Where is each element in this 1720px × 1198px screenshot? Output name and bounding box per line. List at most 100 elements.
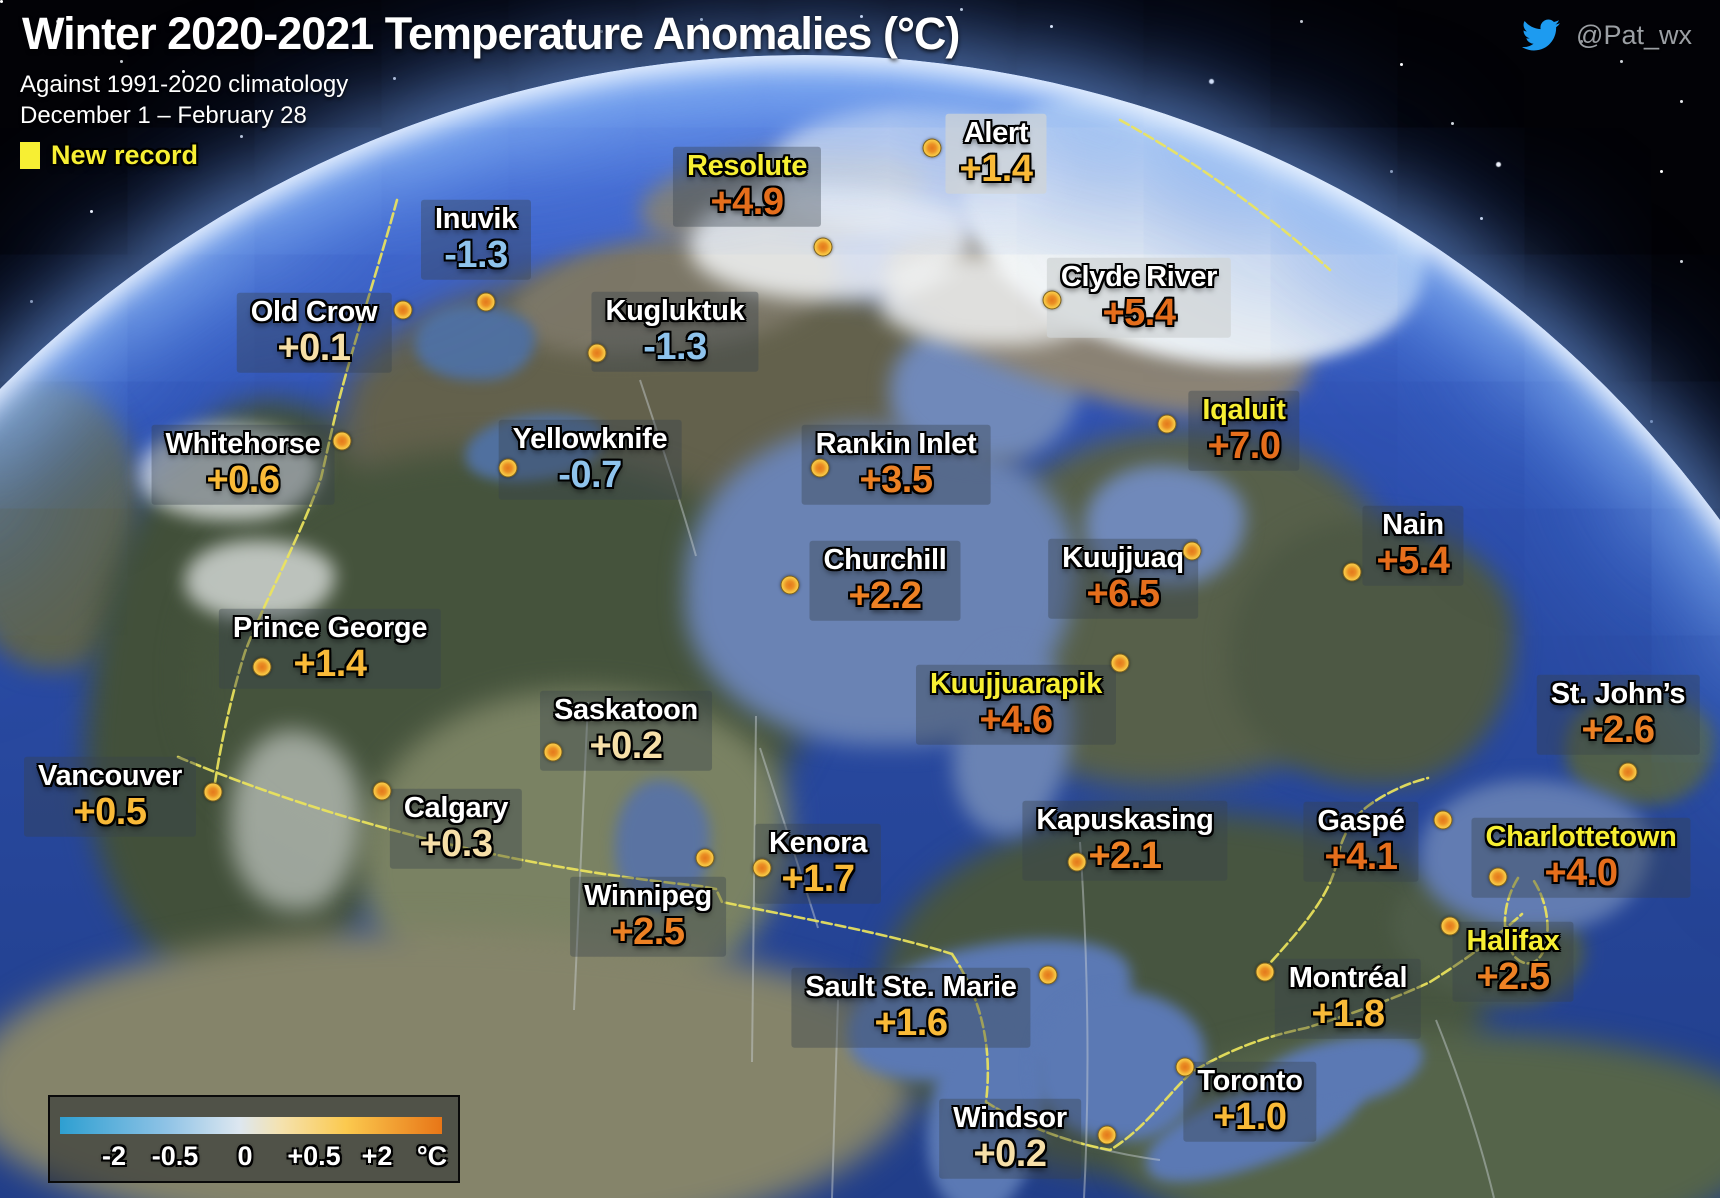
city-dot xyxy=(1175,1057,1195,1077)
city-name: Alert xyxy=(963,116,1029,149)
city-anomaly-value: +5.4 xyxy=(1376,540,1450,583)
twitter-handle: @Pat_wx xyxy=(1576,19,1692,50)
city-label: Montréal +1.8 xyxy=(1274,958,1422,1040)
city-anomaly-value: +0.3 xyxy=(419,823,493,866)
city-dot xyxy=(1042,290,1062,310)
city-dot xyxy=(1440,916,1460,936)
city-name: Kapuskasing xyxy=(1036,803,1214,836)
city-anomaly-value: +0.5 xyxy=(73,791,147,834)
city-label: St. John’s +2.6 xyxy=(1536,674,1700,756)
city-dot xyxy=(1110,653,1130,673)
city-anomaly-value: +3.5 xyxy=(859,459,933,502)
city-name: Inuvik xyxy=(435,202,517,235)
earth-globe xyxy=(0,55,1720,1198)
colorbar-tick: +0.5 xyxy=(287,1141,341,1171)
city-dot xyxy=(810,458,830,478)
city-name: Kenora xyxy=(768,826,868,859)
city-label: Old Crow +0.1 xyxy=(236,292,392,374)
city-anomaly-value: +2.5 xyxy=(611,911,685,954)
city-anomaly-value: +5.4 xyxy=(1102,292,1176,335)
city-anomaly-value: +4.0 xyxy=(1544,852,1618,895)
gulf-of-st-lawrence xyxy=(1420,780,1650,930)
city-anomaly-value: +2.6 xyxy=(1581,709,1655,752)
city-name: Prince George xyxy=(232,611,428,644)
city-dot xyxy=(1097,1125,1117,1145)
city-dot xyxy=(1433,810,1453,830)
city-label: Saskatoon +0.2 xyxy=(540,690,712,772)
city-label: Resolute +4.9 xyxy=(672,146,822,228)
city-name: Yellowknife xyxy=(512,422,668,455)
city-label: Nain +5.4 xyxy=(1362,505,1464,587)
city-dot xyxy=(1157,414,1177,434)
city-name: Churchill xyxy=(823,543,947,576)
city-anomaly-value: +7.0 xyxy=(1207,425,1281,468)
city-label: Winnipeg +2.5 xyxy=(570,876,726,958)
city-name: Windsor xyxy=(953,1101,1067,1134)
city-dot xyxy=(752,858,772,878)
city-label: Iqaluit +7.0 xyxy=(1188,390,1300,472)
city-label: Yellowknife -0.7 xyxy=(498,419,682,501)
city-label: Halifax +2.5 xyxy=(1452,921,1574,1003)
city-anomaly-value: +1.4 xyxy=(959,148,1033,191)
twitter-bird-icon xyxy=(1522,19,1561,51)
city-label: Kuujjuaq +6.5 xyxy=(1048,538,1198,620)
city-dot xyxy=(1182,541,1202,561)
city-label: Inuvik -1.3 xyxy=(421,199,531,281)
colorbar-tick: +2 xyxy=(361,1141,393,1171)
rockies-snow xyxy=(230,730,360,910)
city-anomaly-value: +0.1 xyxy=(277,327,351,370)
record-legend-swatch xyxy=(20,142,40,170)
city-label: Alert +1.4 xyxy=(945,113,1047,195)
newfoundland xyxy=(1565,690,1715,805)
city-label: Prince George +1.4 xyxy=(218,608,442,690)
city-label: Sault Ste. Marie +1.6 xyxy=(791,967,1031,1049)
city-label: Gaspé +4.1 xyxy=(1303,801,1419,883)
city-label: Kuujjuarapik +4.6 xyxy=(915,664,1117,746)
city-label: Whitehorse +0.6 xyxy=(151,424,335,506)
city-dot xyxy=(372,781,392,801)
city-dot xyxy=(780,575,800,595)
record-legend-label: New record xyxy=(51,140,199,171)
city-anomaly-value: +2.2 xyxy=(848,575,922,618)
city-name: Vancouver xyxy=(38,759,182,792)
city-dot xyxy=(332,431,352,451)
city-anomaly-value: +4.6 xyxy=(979,699,1053,742)
colorbar-tick: 0 xyxy=(237,1141,253,1171)
city-anomaly-value: +1.7 xyxy=(781,858,855,901)
city-anomaly-value: +1.4 xyxy=(293,643,367,686)
city-dot xyxy=(813,237,833,257)
city-anomaly-value: +2.1 xyxy=(1088,835,1162,878)
twitter-credit: @Pat_wx xyxy=(1518,16,1692,54)
labrador xyxy=(1230,520,1515,785)
city-dot xyxy=(393,300,413,320)
city-dot xyxy=(1618,762,1638,782)
city-anomaly-value: +1.0 xyxy=(1213,1096,1287,1139)
city-dot xyxy=(695,848,715,868)
city-label: Charlottetown +4.0 xyxy=(1471,817,1691,899)
subtitle-date-range: December 1 – February 28 xyxy=(20,102,307,130)
city-name: Gaspé xyxy=(1317,804,1405,837)
subtitle-climatology: Against 1991-2020 climatology xyxy=(20,71,349,98)
city-name: Nain xyxy=(1382,508,1444,541)
city-anomaly-value: +0.6 xyxy=(206,459,280,502)
city-name: Clyde River xyxy=(1060,260,1218,293)
coastal-clouds xyxy=(140,425,320,520)
city-name: Saskatoon xyxy=(554,693,698,726)
city-label: Clyde River +5.4 xyxy=(1046,257,1232,339)
city-name: Winnipeg xyxy=(584,879,712,912)
great-bear-lake xyxy=(415,305,535,380)
satellite-map-background xyxy=(0,55,1720,1198)
colorbar-legend: -2 -0.5 0 +0.5 +2 °C xyxy=(48,1095,460,1183)
city-name: Kugluktuk xyxy=(605,294,745,327)
city-anomaly-value: -0.7 xyxy=(558,454,622,497)
city-anomaly-value: +2.5 xyxy=(1476,956,1550,999)
city-name: Halifax xyxy=(1466,924,1560,957)
city-label: Rankin Inlet +3.5 xyxy=(801,424,991,506)
city-dot xyxy=(498,458,518,478)
city-dot xyxy=(203,782,223,802)
city-label: Toronto +1.0 xyxy=(1183,1061,1317,1143)
city-name: Iqaluit xyxy=(1202,393,1286,426)
city-anomaly-value: -1.3 xyxy=(444,234,508,277)
page-title: Winter 2020-2021 Temperature Anomalies (… xyxy=(22,8,960,59)
